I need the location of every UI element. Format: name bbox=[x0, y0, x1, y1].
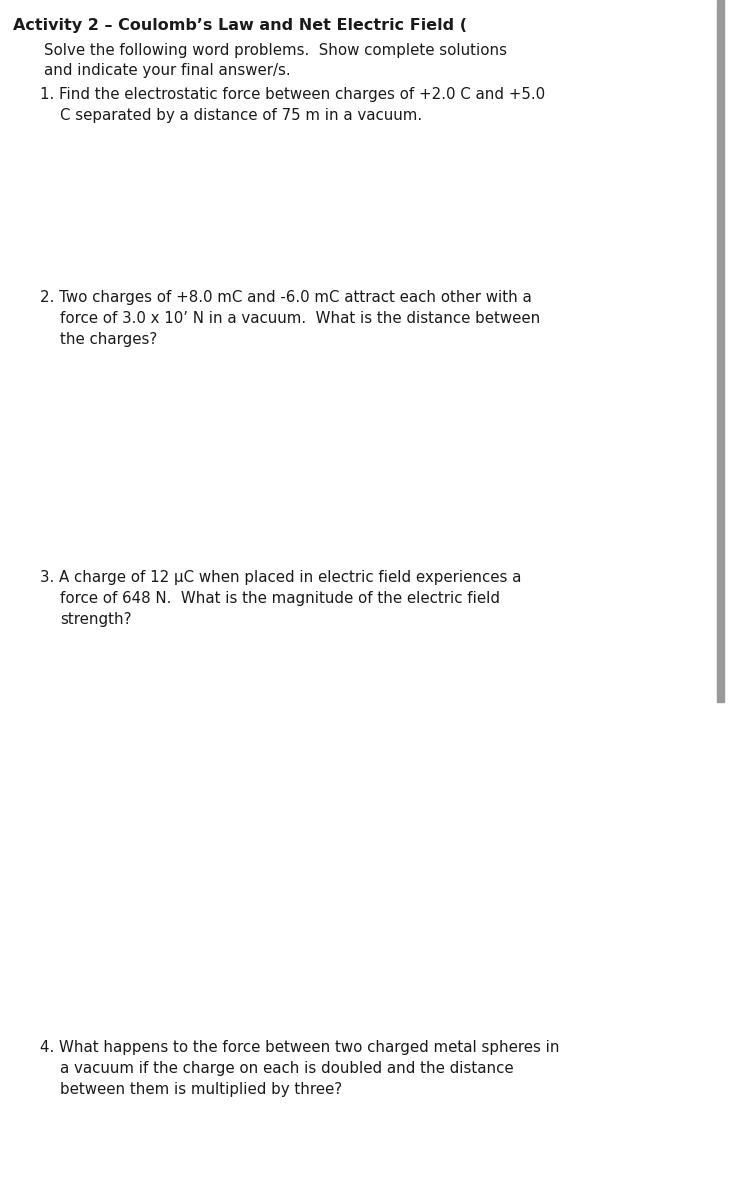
Text: force of 648 N.  What is the magnitude of the electric field: force of 648 N. What is the magnitude of… bbox=[60, 590, 500, 606]
Text: the charges?: the charges? bbox=[60, 332, 157, 347]
Text: between them is multiplied by three?: between them is multiplied by three? bbox=[60, 1082, 342, 1097]
Text: Solve the following word problems.  Show complete solutions: Solve the following word problems. Show … bbox=[44, 43, 507, 58]
Text: C separated by a distance of 75 m in a vacuum.: C separated by a distance of 75 m in a v… bbox=[60, 108, 422, 122]
Text: 2. Two charges of +8.0 mC and -6.0 mC attract each other with a: 2. Two charges of +8.0 mC and -6.0 mC at… bbox=[40, 290, 532, 305]
Text: Activity 2 – Coulomb’s Law and Net Electric Field (: Activity 2 – Coulomb’s Law and Net Elect… bbox=[13, 18, 467, 32]
Text: 4. What happens to the force between two charged metal spheres in: 4. What happens to the force between two… bbox=[40, 1040, 560, 1055]
Text: force of 3.0 x 10’ N in a vacuum.  What is the distance between: force of 3.0 x 10’ N in a vacuum. What i… bbox=[60, 311, 540, 326]
Bar bbox=[717, 0, 724, 702]
Text: a vacuum if the charge on each is doubled and the distance: a vacuum if the charge on each is double… bbox=[60, 1061, 514, 1076]
Text: 3. A charge of 12 μC when placed in electric field experiences a: 3. A charge of 12 μC when placed in elec… bbox=[40, 570, 522, 584]
Text: and indicate your final answer/s.: and indicate your final answer/s. bbox=[44, 62, 291, 78]
Text: strength?: strength? bbox=[60, 612, 132, 626]
Text: 1. Find the electrostatic force between charges of +2.0 C and +5.0: 1. Find the electrostatic force between … bbox=[40, 86, 545, 102]
